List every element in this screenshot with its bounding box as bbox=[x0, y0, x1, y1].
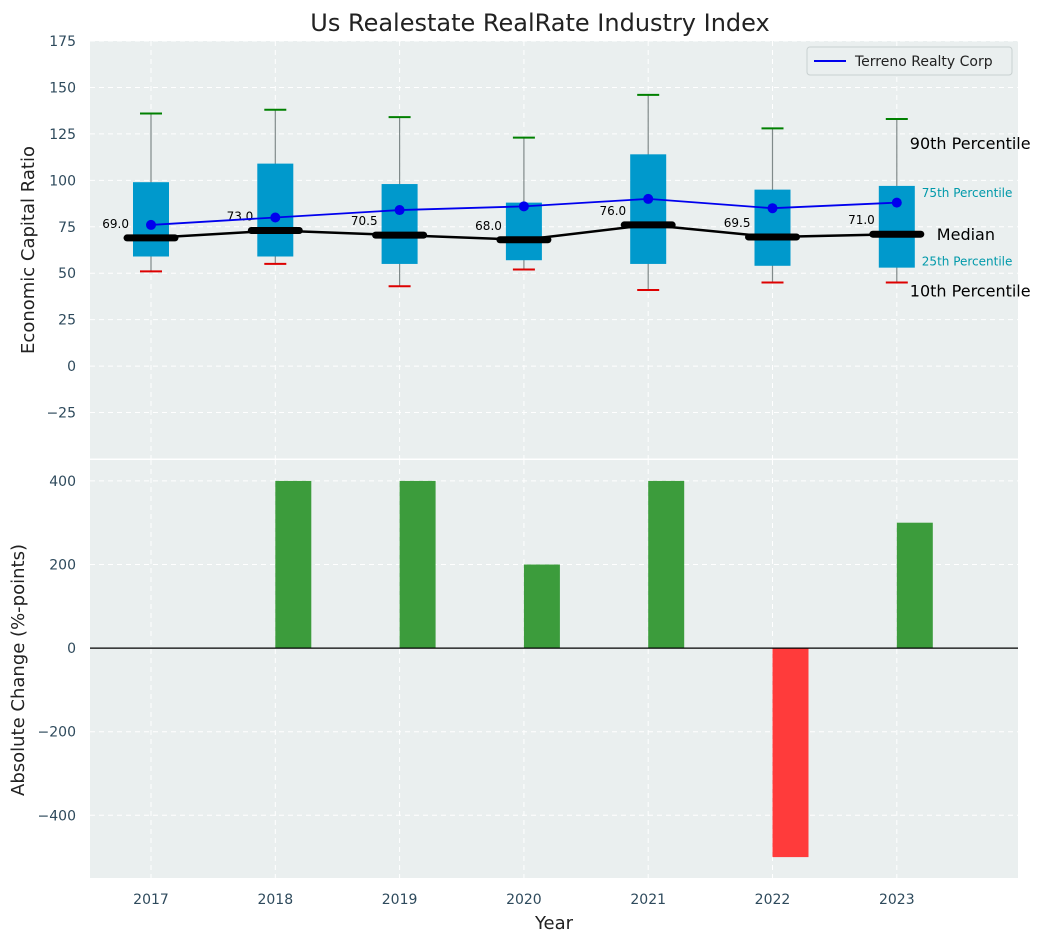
change-bar bbox=[648, 480, 685, 649]
percentile-annotations: 90th Percentile 75th Percentile Median 25th… bbox=[910, 134, 1031, 300]
bottom-y-tick-label: −400 bbox=[38, 808, 76, 824]
company-point bbox=[270, 212, 281, 223]
company-point bbox=[767, 203, 778, 214]
top-y-tick-labels: −25 0 25 50 75 100 125 150 175 bbox=[46, 34, 76, 422]
annotation-p75: 75th Percentile bbox=[922, 186, 1013, 200]
x-tick-label: 2023 bbox=[879, 892, 915, 908]
iqr-box bbox=[630, 154, 667, 264]
median-series: 69.0 73.0 70.5 68.0 76.0 69.5 71.0 bbox=[102, 204, 925, 244]
median-value-label: 69.5 bbox=[724, 216, 751, 230]
x-axis-label: Year bbox=[534, 913, 574, 934]
legend-box bbox=[806, 46, 1013, 76]
x-tick-label: 2017 bbox=[133, 892, 169, 908]
legend-label: Terreno Realty Corp bbox=[854, 54, 993, 70]
company-point bbox=[146, 219, 156, 230]
x-tick-label: 2022 bbox=[755, 892, 791, 908]
iqr-box bbox=[257, 163, 294, 257]
top-y-tick-label: 0 bbox=[67, 359, 76, 375]
annotation-p25: 25th Percentile bbox=[922, 255, 1013, 269]
iqr-box bbox=[754, 189, 791, 266]
median-value-label: 73.0 bbox=[227, 209, 254, 223]
top-y-tick-label: 25 bbox=[58, 313, 76, 329]
legend: Terreno Realty Corp bbox=[806, 46, 1013, 76]
company-series bbox=[146, 193, 902, 230]
iqr-box bbox=[381, 184, 418, 264]
top-y-tick-label: 50 bbox=[58, 266, 76, 282]
top-plot-area bbox=[90, 41, 1018, 459]
company-point bbox=[643, 193, 654, 204]
company-point bbox=[891, 197, 902, 208]
median-value-label: 70.5 bbox=[351, 214, 378, 228]
median-value-label: 76.0 bbox=[599, 204, 626, 218]
annotation-p10: 10th Percentile bbox=[910, 282, 1031, 301]
top-y-tick-label: −25 bbox=[46, 406, 76, 422]
change-bars bbox=[275, 480, 933, 858]
box-plot-elements bbox=[133, 93, 915, 291]
median-value-label: 69.0 bbox=[102, 217, 129, 231]
top-y-tick-label: 175 bbox=[49, 34, 76, 50]
annotation-p90: 90th Percentile bbox=[910, 134, 1031, 153]
x-tick-label: 2021 bbox=[630, 892, 666, 908]
bottom-y-tick-label: 0 bbox=[67, 641, 76, 657]
company-point bbox=[518, 201, 529, 212]
change-bar bbox=[399, 480, 436, 649]
top-y-tick-label: 150 bbox=[49, 80, 76, 96]
median-value-label: 68.0 bbox=[475, 219, 502, 233]
bottom-y-tick-label: 400 bbox=[49, 474, 76, 490]
change-bar bbox=[275, 480, 312, 649]
change-bar bbox=[523, 564, 560, 649]
top-y-tick-label: 100 bbox=[49, 173, 76, 189]
top-y-axis-label: Economic Capital Ratio bbox=[18, 146, 39, 354]
bottom-y-axis-label: Absolute Change (%-points) bbox=[8, 544, 29, 796]
chart-title: Us Realestate RealRate Industry Index bbox=[310, 9, 769, 37]
bottom-y-tick-label: 200 bbox=[49, 558, 76, 574]
change-bar bbox=[896, 522, 933, 649]
bottom-plot-area bbox=[90, 460, 1018, 878]
x-tick-label: 2019 bbox=[382, 892, 418, 908]
x-tick-label: 2020 bbox=[506, 892, 542, 908]
company-point bbox=[394, 205, 405, 216]
annotation-median: Median bbox=[937, 225, 995, 244]
top-y-tick-label: 75 bbox=[58, 220, 76, 236]
median-value-label: 71.0 bbox=[848, 213, 875, 227]
iqr-box bbox=[133, 182, 169, 257]
bottom-y-tick-labels: −400 −200 0 200 400 bbox=[38, 474, 76, 824]
x-tick-labels: 2017 2018 2019 2020 2021 2022 2023 bbox=[133, 892, 914, 908]
bottom-y-tick-label: −200 bbox=[38, 725, 76, 741]
x-tick-label: 2018 bbox=[257, 892, 293, 908]
top-y-tick-label: 125 bbox=[49, 127, 76, 143]
change-bar bbox=[772, 648, 809, 858]
iqr-box bbox=[505, 202, 542, 261]
